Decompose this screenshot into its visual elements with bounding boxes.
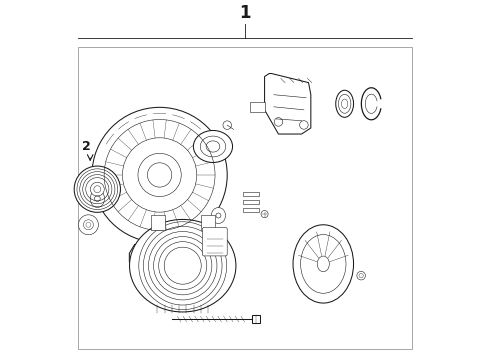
Ellipse shape bbox=[90, 190, 104, 207]
Circle shape bbox=[138, 153, 181, 197]
Bar bbox=[243, 200, 259, 204]
Circle shape bbox=[94, 186, 101, 193]
Circle shape bbox=[74, 166, 121, 212]
Circle shape bbox=[83, 220, 94, 230]
Polygon shape bbox=[129, 244, 190, 262]
Text: 1: 1 bbox=[239, 4, 251, 22]
Circle shape bbox=[261, 211, 268, 218]
Circle shape bbox=[147, 163, 172, 187]
Circle shape bbox=[223, 121, 231, 129]
Bar bbox=[151, 215, 165, 230]
Ellipse shape bbox=[211, 207, 225, 224]
Ellipse shape bbox=[129, 220, 236, 312]
Bar bbox=[243, 192, 259, 196]
Circle shape bbox=[78, 215, 98, 235]
FancyBboxPatch shape bbox=[202, 228, 227, 256]
Bar bbox=[252, 315, 260, 323]
Text: 2: 2 bbox=[82, 140, 91, 153]
Ellipse shape bbox=[293, 225, 354, 303]
Circle shape bbox=[92, 107, 227, 243]
Bar bbox=[250, 102, 265, 112]
Polygon shape bbox=[265, 73, 311, 134]
Ellipse shape bbox=[336, 90, 354, 117]
Ellipse shape bbox=[194, 130, 233, 162]
Circle shape bbox=[357, 271, 366, 280]
Bar bbox=[243, 208, 259, 212]
Bar bbox=[200, 215, 215, 230]
Bar bbox=[78, 47, 412, 349]
Circle shape bbox=[90, 182, 104, 196]
